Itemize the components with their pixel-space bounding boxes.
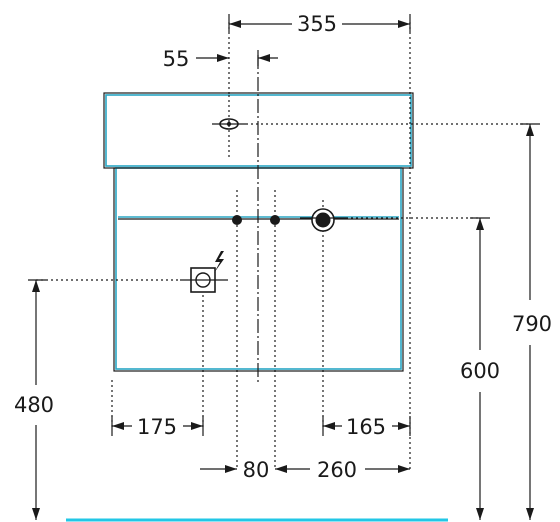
dimension-label: 80 xyxy=(243,458,270,482)
dimension-label: 55 xyxy=(163,47,190,71)
dimension-165: 165 xyxy=(322,415,411,439)
water-inlet-icon xyxy=(232,215,242,225)
dimension-480: 480 xyxy=(14,279,54,520)
dimension-label: 600 xyxy=(460,359,500,383)
tap-hole-icon xyxy=(212,118,530,130)
dimension-790: 790 xyxy=(512,123,552,520)
water-inlet-icon xyxy=(270,215,280,225)
dimension-260: 260 xyxy=(275,458,410,482)
dimension-80: 80 xyxy=(200,458,269,482)
power-outlet-icon xyxy=(36,267,228,293)
dimension-355: 355 xyxy=(228,12,411,36)
dimension-600: 600 xyxy=(460,217,500,520)
dimension-label: 355 xyxy=(297,12,337,36)
dimension-175: 175 xyxy=(111,415,204,439)
dimension-label: 790 xyxy=(512,312,552,336)
drain-outlet-icon xyxy=(300,208,480,232)
dimension-55: 55 xyxy=(163,47,278,71)
lightning-bolt-icon xyxy=(214,251,224,273)
dimension-label: 165 xyxy=(346,415,386,439)
dimension-label: 260 xyxy=(317,458,357,482)
dimension-label: 175 xyxy=(137,415,177,439)
dimension-label: 480 xyxy=(14,393,54,417)
